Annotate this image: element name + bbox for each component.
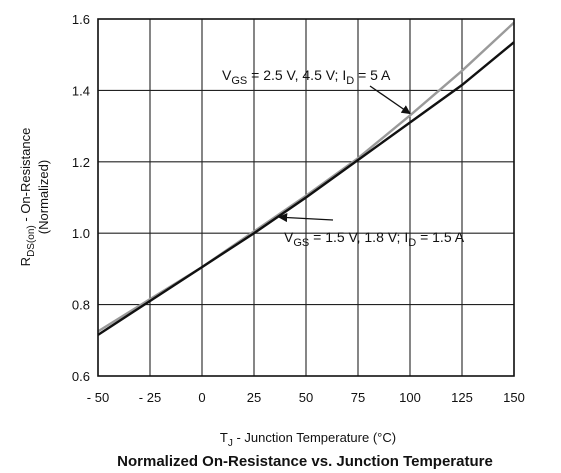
y-tick-label: 1.6: [72, 12, 90, 27]
annotation-high: VGS = 2.5 V, 4.5 V; ID = 5 A: [222, 67, 391, 87]
x-tick-label: 75: [351, 390, 365, 405]
y-tick-label: 0.8: [72, 298, 90, 313]
y-axis-label-sub: (Normalized): [36, 160, 51, 234]
y-tick-label: 1.0: [72, 226, 90, 241]
annotations: VGS = 2.5 V, 4.5 V; ID = 5 A VGS = 1.5 V,…: [222, 67, 465, 249]
series-group: [97, 21, 515, 336]
x-tick-label: 25: [247, 390, 261, 405]
x-tick-label: - 50: [87, 390, 109, 405]
x-tick-label: 150: [503, 390, 525, 405]
annotation-arrow-high: [369, 85, 411, 115]
series-line-low: [97, 41, 515, 336]
y-axis-label: RDS(on) - On-Resistance: [18, 128, 37, 267]
x-tick-label: 0: [198, 390, 205, 405]
x-tick-label: - 25: [139, 390, 161, 405]
x-tick-label: 100: [399, 390, 421, 405]
tick-labels: - 50 - 25 0 25 50 75 100 125 150 0.6 0.8 1.0 1.2 1.4 1…: [72, 12, 525, 405]
y-tick-label: 1.2: [72, 155, 90, 170]
plot-frame: [97, 18, 515, 377]
x-axis-label: TJ - Junction Temperature (°C): [220, 430, 396, 449]
y-tick-label: 0.6: [72, 369, 90, 384]
y-tick-label: 1.4: [72, 83, 90, 98]
annotation-arrow-low: [278, 213, 334, 223]
annotation-low: VGS = 1.5 V, 1.8 V; ID = 1.5 A: [284, 229, 465, 249]
x-tick-label: 125: [451, 390, 473, 405]
x-tick-label: 50: [299, 390, 313, 405]
chart-title: Normalized On-Resistance vs. Junction Te…: [117, 453, 493, 470]
